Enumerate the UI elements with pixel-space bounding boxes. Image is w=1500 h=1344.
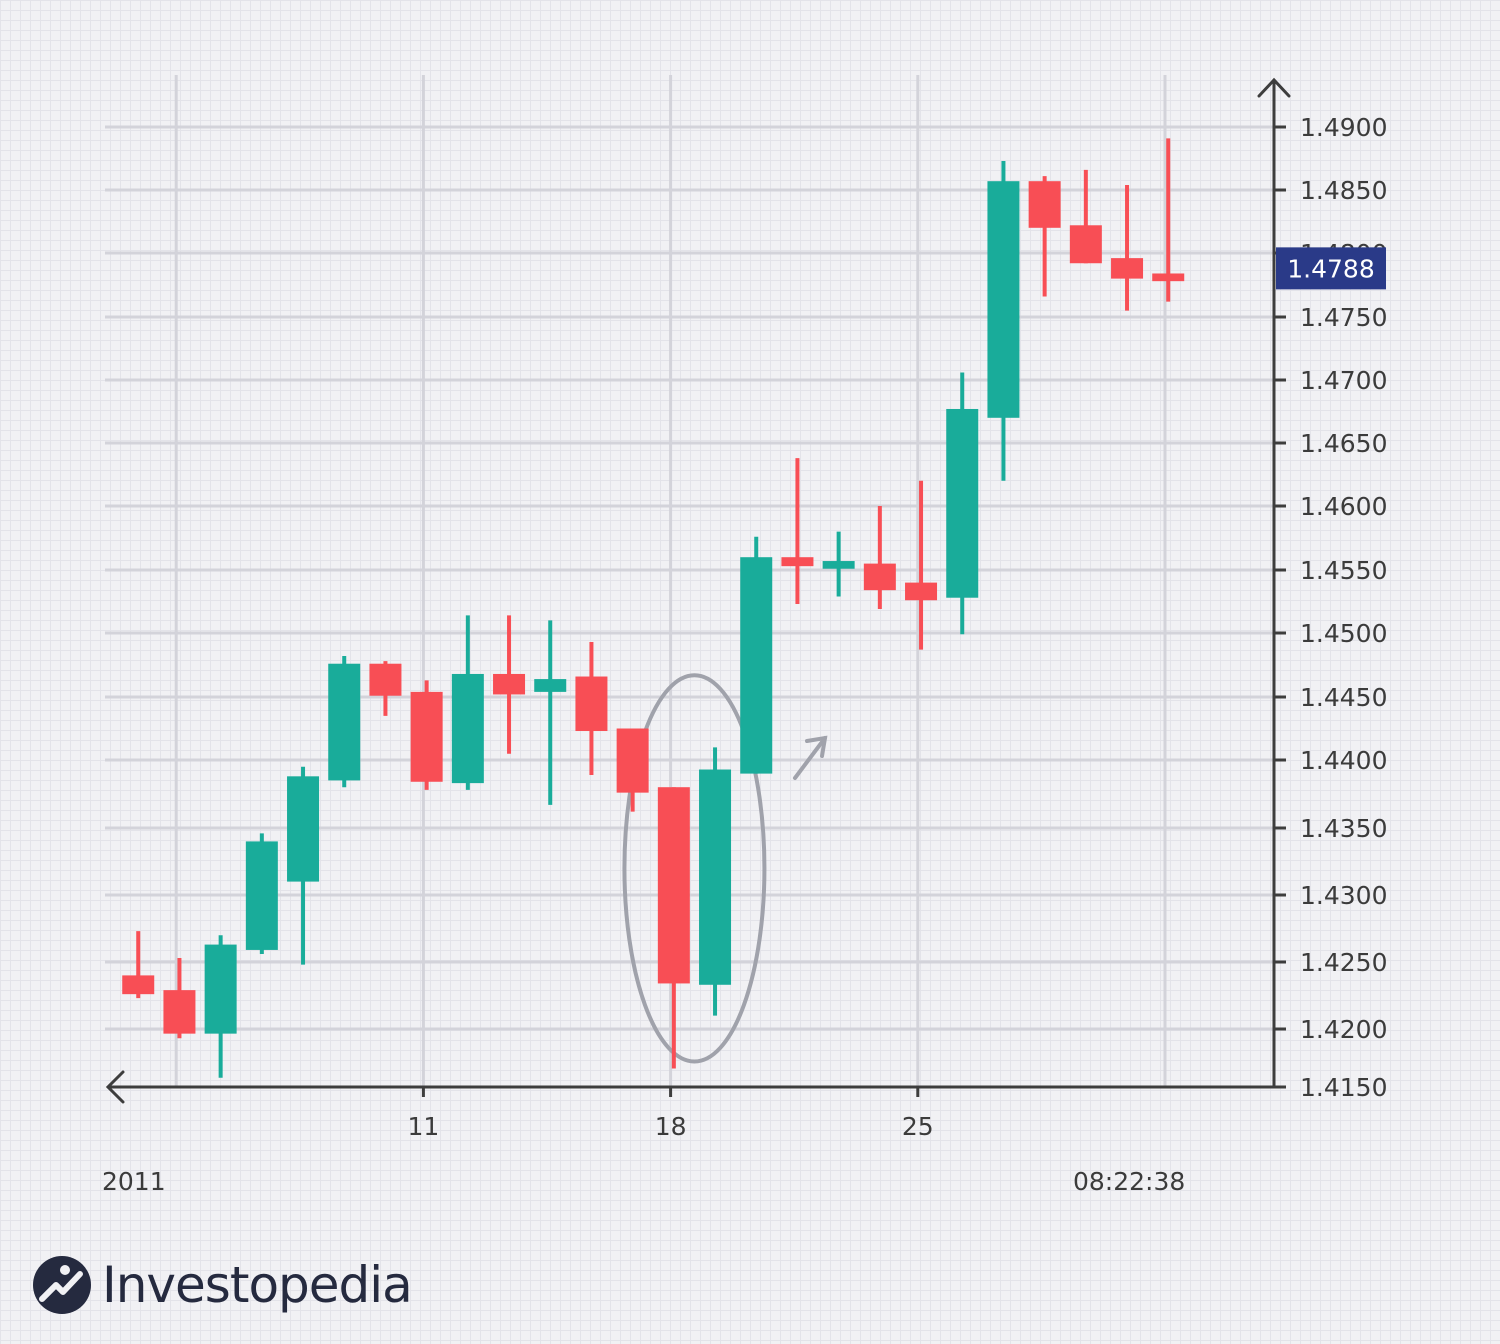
bullish-candle [245,833,278,954]
candle-body [245,841,278,950]
candle-body [163,990,196,1034]
candle-body [1028,181,1061,228]
y-tick-label: 1.4700 [1300,366,1387,395]
candle-body [1111,258,1144,279]
trend-arrow-icon [793,735,828,780]
y-tick-label: 1.4300 [1300,881,1387,910]
x-axis-arrow-icon [105,1070,125,1104]
candle-body [122,975,155,995]
y-tick-label: 1.4850 [1300,176,1387,205]
bullish-candle [451,615,484,790]
annotations [622,673,828,1064]
y-tick-label: 1.4500 [1300,619,1387,648]
y-axis-arrow-icon [1257,77,1291,98]
bearish-candle [616,728,649,812]
y-tick-label: 1.4600 [1300,492,1387,521]
pattern-highlight-ellipse [622,673,767,1064]
bullish-candle [287,766,320,965]
candle-body [451,673,484,784]
bearish-candle [781,458,814,605]
bullish-candle [740,536,773,774]
bullish-candle [328,656,361,788]
candle-body [1069,225,1102,264]
bearish-candle [1111,184,1144,311]
candle-body [822,561,855,569]
bullish-candle [699,747,732,1016]
brand-logo: Investopedia [32,1252,413,1318]
bearish-candle [863,506,896,610]
bearish-candle [575,641,608,775]
bullish-candle [822,531,855,597]
y-tick-label: 1.4200 [1300,1015,1387,1044]
bearish-candle [410,680,443,790]
y-tick-labels: 1.49001.48501.48001.47501.47001.46501.46… [1274,113,1387,1102]
x-tick-label: 25 [902,1112,934,1141]
bullish-candle [987,161,1020,481]
bearish-candle [163,957,196,1039]
y-tick-label: 1.4150 [1300,1073,1387,1102]
candle-body [905,582,938,601]
candle-body [575,676,608,732]
y-tick-label: 1.4450 [1300,683,1387,712]
current-price-label: 1.4788 [1287,254,1374,283]
axes [105,77,1291,1104]
candle-body [287,776,320,882]
y-tick-label: 1.4400 [1300,746,1387,775]
year-label: 2011 [102,1167,166,1196]
candle-body [410,691,443,782]
y-tick-label: 1.4250 [1300,948,1387,977]
bearish-candle [905,480,938,650]
candle-body [534,679,567,692]
y-tick-label: 1.4900 [1300,113,1387,142]
candle-body [616,728,649,793]
y-tick-label: 1.4550 [1300,556,1387,585]
candle-body [863,563,896,591]
bearish-candle [1152,138,1185,302]
y-tick-label: 1.4350 [1300,814,1387,843]
candle-body [369,663,402,696]
x-tick-label: 11 [407,1112,439,1141]
bullish-candle [534,620,567,805]
bullish-candle [946,372,979,635]
brand-name: Investopedia [102,1256,413,1314]
candle-body [328,663,361,781]
current-price-badge: 1.4788 [1276,247,1386,290]
y-tick-label: 1.4750 [1300,303,1387,332]
bearish-candle [657,787,690,1069]
investopedia-logo-icon [33,1256,91,1314]
bearish-candle [1069,169,1102,264]
bullish-candle [204,935,237,1078]
candle-body [699,769,732,985]
y-tick-label: 1.4650 [1300,429,1387,458]
x-tick-labels: 11 18 25 [407,1087,934,1141]
x-tick-label: 18 [655,1112,687,1141]
candles [122,138,1185,1078]
candle-body [946,408,979,598]
candle-body [987,181,1020,418]
candle-body [657,787,690,984]
time-label: 08:22:38 [1073,1167,1185,1196]
candle-body [781,557,814,567]
candle-body [204,944,237,1034]
bearish-candle [493,615,526,754]
bearish-candle [369,661,402,716]
bearish-candle [1028,176,1061,297]
candle-body [493,673,526,695]
candle-body [1152,273,1185,282]
bearish-candle [122,931,155,999]
candle-body [740,557,773,774]
